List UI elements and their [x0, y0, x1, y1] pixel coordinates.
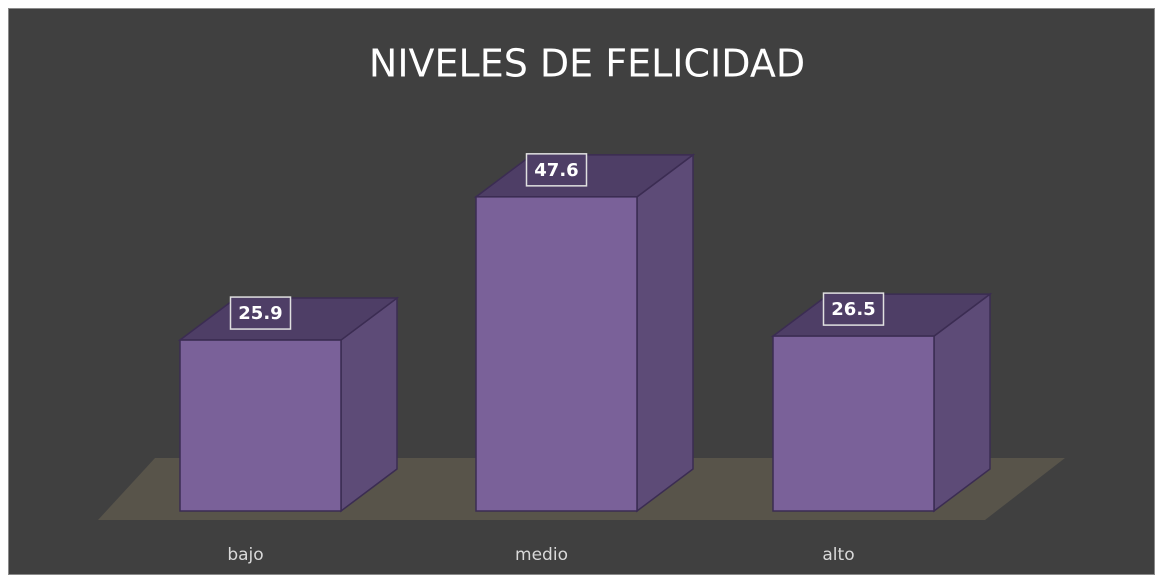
x-tick-label: medio — [515, 545, 568, 565]
data-label: 26.5 — [831, 299, 875, 320]
x-tick-label: bajo — [227, 545, 263, 565]
bar-front — [772, 335, 935, 512]
data-label: 25.9 — [238, 303, 282, 324]
data-label-box — [525, 153, 588, 187]
bar — [770, 292, 993, 513]
bar-side — [636, 153, 694, 513]
x-tick-label: alto — [822, 545, 854, 565]
bar-front — [475, 196, 638, 512]
bar — [473, 153, 696, 513]
chart-title: NIVELES DE FELICIDAD — [369, 42, 805, 86]
bar-front — [179, 339, 342, 512]
data-label-box — [229, 296, 292, 330]
data-label: 47.6 — [534, 160, 578, 181]
data-label-box — [822, 292, 885, 326]
bar — [177, 296, 400, 513]
